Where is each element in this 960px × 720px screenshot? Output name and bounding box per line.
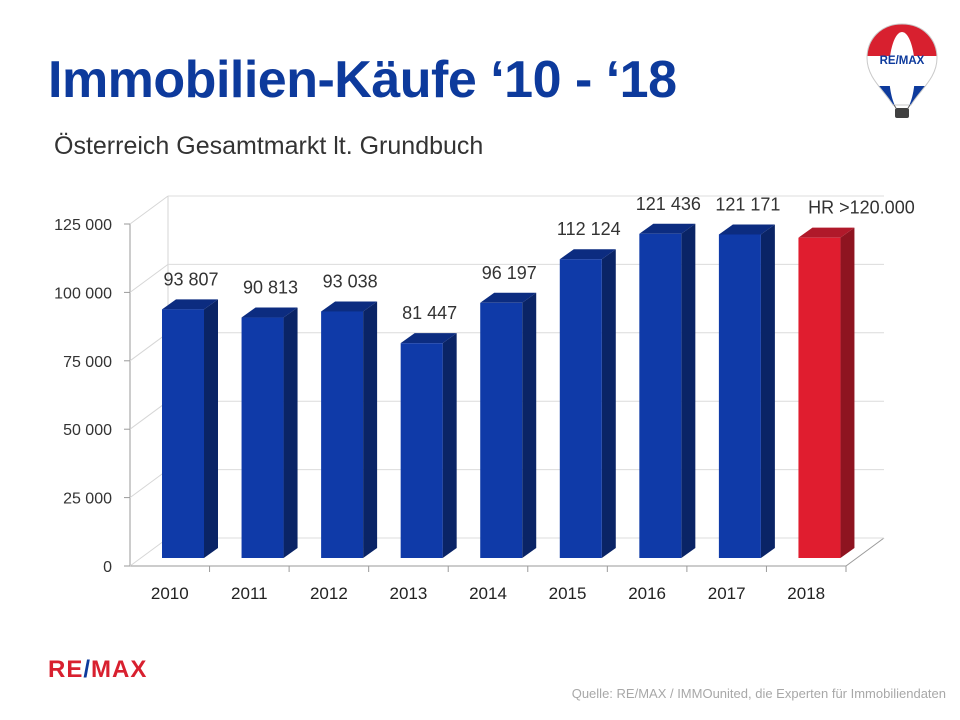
bar: [162, 309, 204, 558]
page-title: Immobilien-Käufe ‘10 - ‘18: [48, 51, 677, 109]
data-label: 81 447: [402, 303, 457, 323]
footer-logo-max: MAX: [91, 656, 148, 683]
gridline-diagonal: [129, 469, 169, 499]
x-tick-label: 2017: [708, 584, 746, 603]
x-tick-label: 2010: [151, 584, 189, 603]
footer-remax-logo: RE/MAX: [48, 656, 147, 684]
data-label: 121 436: [636, 194, 701, 214]
bar-side: [283, 307, 298, 558]
bar-side: [442, 333, 457, 558]
bar-top: [241, 307, 298, 318]
bar-side: [522, 292, 537, 558]
gridline-diagonal: [129, 400, 169, 430]
data-label: 112 124: [557, 219, 621, 239]
bar-top: [718, 224, 775, 235]
y-tick-label: 125 000: [54, 217, 112, 234]
data-label: HR >120.000: [808, 198, 915, 218]
x-tick-label: 2012: [310, 584, 348, 603]
data-label: 90 813: [243, 278, 298, 298]
bar-top: [798, 227, 855, 238]
x-tick-label: 2015: [549, 584, 587, 603]
gridline-diagonal: [129, 263, 169, 293]
bar-top: [162, 299, 218, 310]
floor-right-edge: [845, 537, 885, 567]
bar-highlight: [798, 237, 841, 558]
data-label: 93 807: [163, 269, 218, 289]
balloon-logo-text: RE/MAX: [880, 55, 925, 67]
x-tick-label: 2013: [390, 584, 428, 603]
page-subtitle: Österreich Gesamtmarkt lt. Grundbuch: [54, 132, 484, 160]
bar-top: [480, 292, 537, 303]
bar-side: [363, 301, 378, 558]
data-label: 93 038: [323, 271, 378, 291]
bar-side: [840, 227, 855, 558]
bar-top: [559, 249, 616, 260]
y-tick-label: 50 000: [63, 422, 112, 439]
x-tick-label: 2011: [231, 584, 268, 603]
y-tick-label: 25 000: [63, 491, 112, 508]
x-tick-label: 2014: [469, 584, 507, 603]
x-tick-label: 2018: [787, 584, 825, 603]
y-tick-label: 100 000: [54, 285, 112, 302]
gridline-diagonal: [129, 537, 169, 567]
bar: [321, 311, 364, 558]
bar-side: [760, 224, 775, 559]
x-tick-label: 2016: [628, 584, 666, 603]
bar: [559, 259, 602, 558]
gridline-diagonal: [129, 195, 169, 225]
bar: [241, 317, 284, 558]
bar: [400, 343, 443, 558]
bar-top: [639, 223, 696, 234]
bar-side: [601, 249, 616, 558]
bar-side: [681, 223, 696, 558]
data-label: 121 171: [715, 194, 780, 214]
footer-logo-re: RE: [48, 656, 84, 683]
bar-top: [321, 301, 378, 312]
y-tick-label: 75 000: [63, 354, 112, 371]
bar: [718, 234, 761, 559]
remax-balloon-logo: RE/MAX: [866, 23, 938, 118]
footer-logo-slash: /: [83, 656, 92, 683]
bar-top: [400, 333, 457, 344]
gridline-diagonal: [129, 332, 169, 362]
data-label: 96 197: [482, 263, 537, 283]
source-note: Quelle: RE/MAX / IMMOunited, die Experte…: [571, 686, 946, 701]
bar: [480, 302, 523, 558]
bar-side: [204, 299, 218, 558]
bar: [639, 233, 682, 558]
y-tick-label: 0: [103, 559, 112, 576]
